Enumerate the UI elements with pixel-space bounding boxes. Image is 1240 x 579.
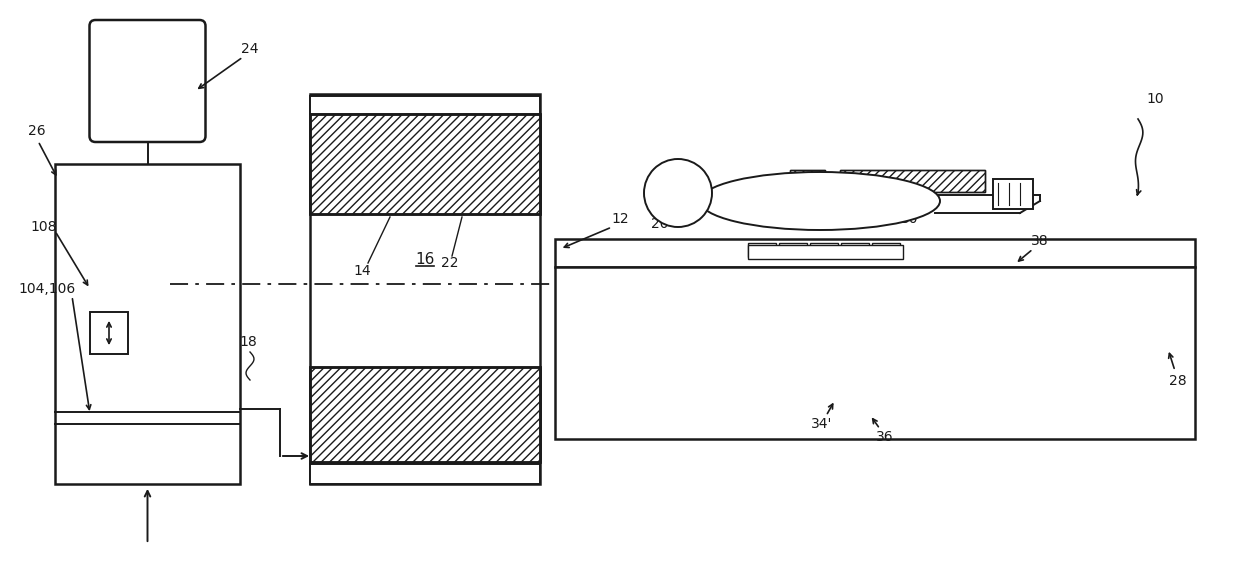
Bar [993,179,1033,209]
Bar [748,243,776,257]
Bar [810,243,838,257]
Bar [310,367,539,462]
Text: 14: 14 [353,264,371,278]
Bar [556,239,1195,267]
Text: 34': 34' [811,417,833,431]
Text: 12: 12 [611,212,629,226]
Text: 20: 20 [651,217,668,231]
Text: 104,106: 104,106 [19,282,76,296]
Text: 34: 34 [830,196,847,210]
Text: 108: 108 [30,220,57,234]
Text: 24: 24 [242,42,259,56]
Text: 18: 18 [239,335,257,349]
Circle shape [644,159,712,227]
Text: 38: 38 [1032,234,1049,248]
Bar [779,243,807,257]
Text: 30: 30 [901,212,919,226]
Bar [748,245,903,259]
Text: 28: 28 [1169,374,1187,388]
Text: 10: 10 [1146,92,1164,106]
Bar [841,243,869,257]
Ellipse shape [701,172,940,230]
Bar [872,243,900,257]
Text: 16: 16 [415,251,435,266]
Bar [839,170,985,192]
Text: 26: 26 [29,124,46,138]
Bar [108,40,187,122]
Bar [310,114,539,214]
Bar [310,96,539,114]
Bar [310,94,539,484]
Text: 32: 32 [751,214,769,228]
FancyBboxPatch shape [89,20,206,142]
Bar [310,464,539,484]
Bar [839,170,985,192]
Bar [55,164,241,484]
Bar [91,312,128,354]
Text: 22: 22 [441,256,459,270]
Text: 36: 36 [877,430,894,444]
Bar [790,170,825,192]
Bar [556,267,1195,439]
Bar [310,367,539,462]
Bar [790,170,825,192]
Bar [310,114,539,214]
